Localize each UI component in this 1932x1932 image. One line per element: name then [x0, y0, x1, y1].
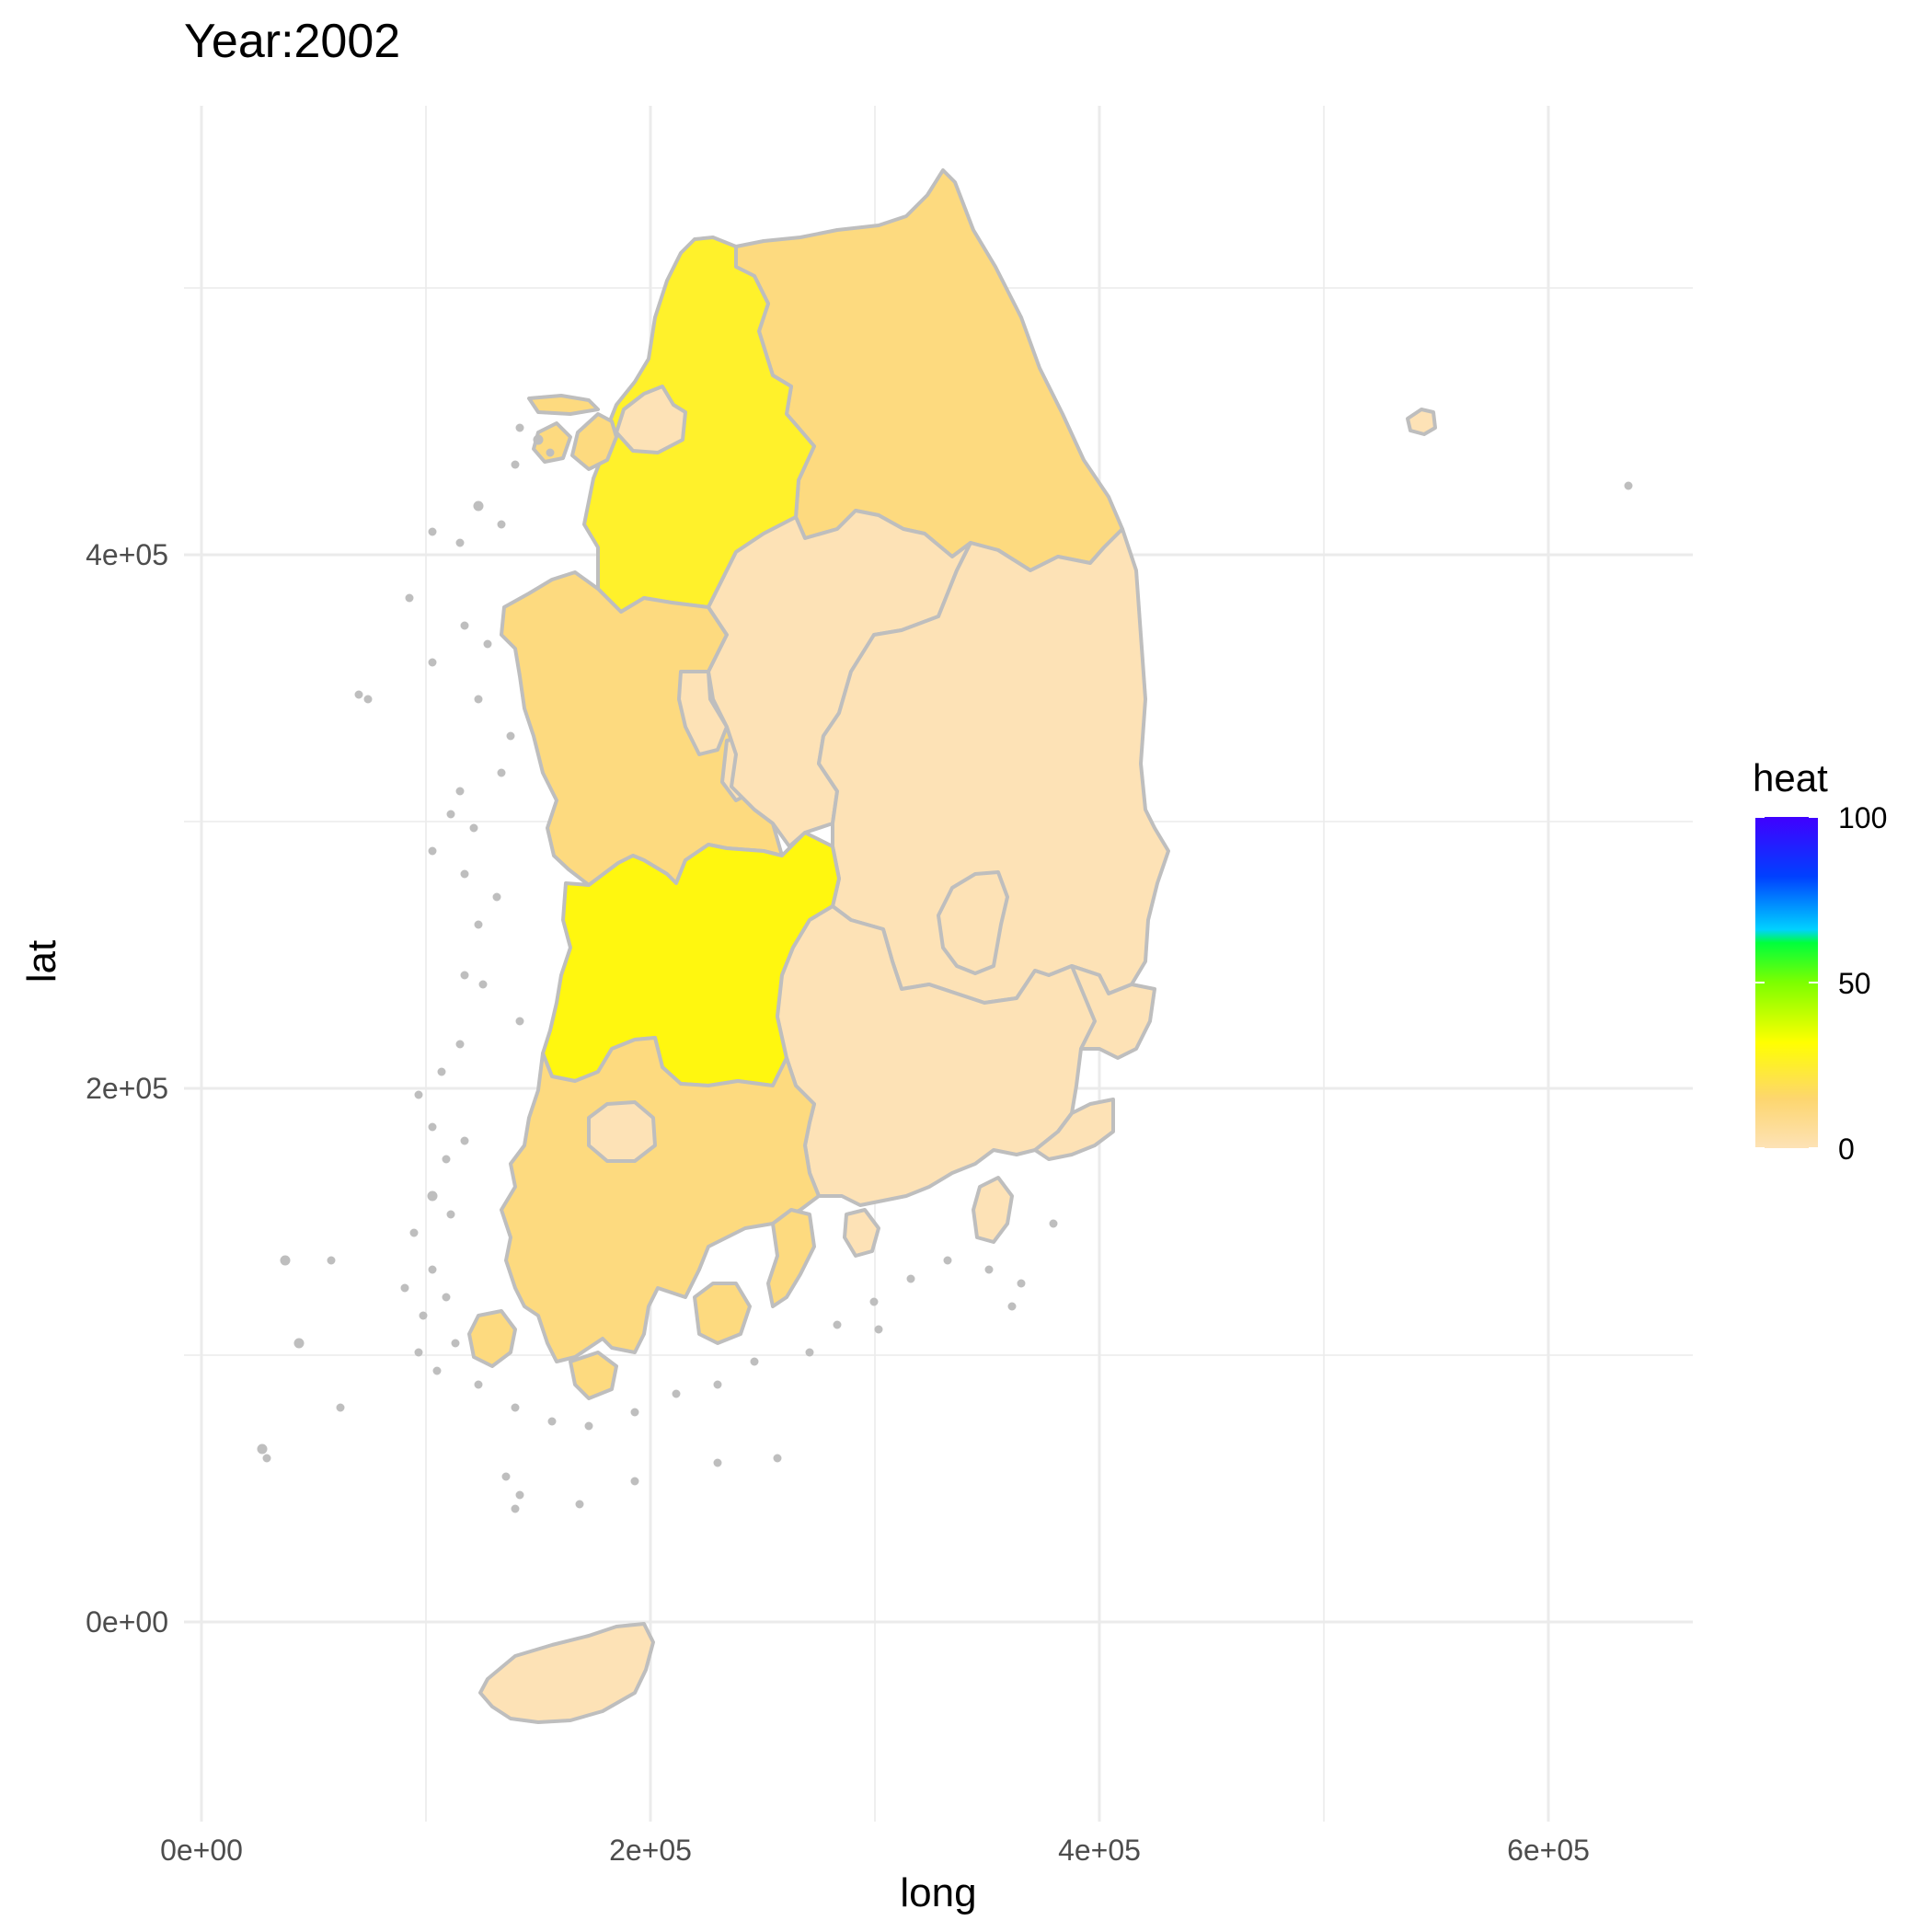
- x-tick-label-400000: 4e+05: [1058, 1834, 1141, 1867]
- x-axis-ticks: 0e+00 2e+05 4e+05 6e+05: [160, 1834, 1590, 1867]
- region-ulleungdo: [1406, 408, 1437, 436]
- legend-title: heat: [1753, 756, 1828, 799]
- region-busan: [1033, 1098, 1115, 1161]
- legend-label-0: 0: [1838, 1133, 1855, 1166]
- region-incheon: [570, 412, 618, 471]
- region-jeonnam-goheung: [693, 1282, 752, 1345]
- islets: [257, 423, 1633, 1513]
- x-tick-label-200000: 2e+05: [609, 1834, 692, 1867]
- y-tick-label-0: 0e+00: [86, 1605, 168, 1639]
- legend: heat 100 50 0: [1753, 756, 1887, 1166]
- region-gyeongnam-geoje: [972, 1176, 1014, 1244]
- region-gwangju: [587, 1100, 657, 1163]
- region-ulsan: [1070, 964, 1156, 1060]
- y-tick-label-400000: 4e+05: [86, 538, 168, 571]
- legend-label-100: 100: [1838, 801, 1887, 834]
- region-incheon-north: [527, 394, 600, 416]
- region-jeju: [478, 1622, 655, 1724]
- region-jeonnam-yeosu: [766, 1208, 816, 1308]
- legend-label-50: 50: [1838, 967, 1871, 1000]
- x-tick-label-600000: 6e+05: [1507, 1834, 1590, 1867]
- region-incheon-ganghwa: [532, 421, 572, 464]
- region-jeonnam-haenam: [569, 1351, 618, 1400]
- x-axis-title: long: [900, 1870, 976, 1915]
- y-axis-title: lat: [19, 940, 64, 983]
- region-jeonnam-sinan: [467, 1309, 517, 1368]
- region-seoul: [615, 385, 687, 454]
- y-axis-ticks: 4e+05 2e+05 0e+00: [86, 538, 168, 1639]
- chart-title: Year:2002: [184, 15, 400, 68]
- region-jeonnam: [500, 1036, 821, 1363]
- y-tick-label-200000: 2e+05: [86, 1072, 168, 1105]
- map-regions: [467, 168, 1437, 1724]
- legend-colorbar: [1755, 817, 1818, 1148]
- region-daegu: [937, 870, 1009, 975]
- x-tick-label-0: 0e+00: [160, 1834, 243, 1867]
- region-gyeongnam-namhae: [843, 1208, 880, 1258]
